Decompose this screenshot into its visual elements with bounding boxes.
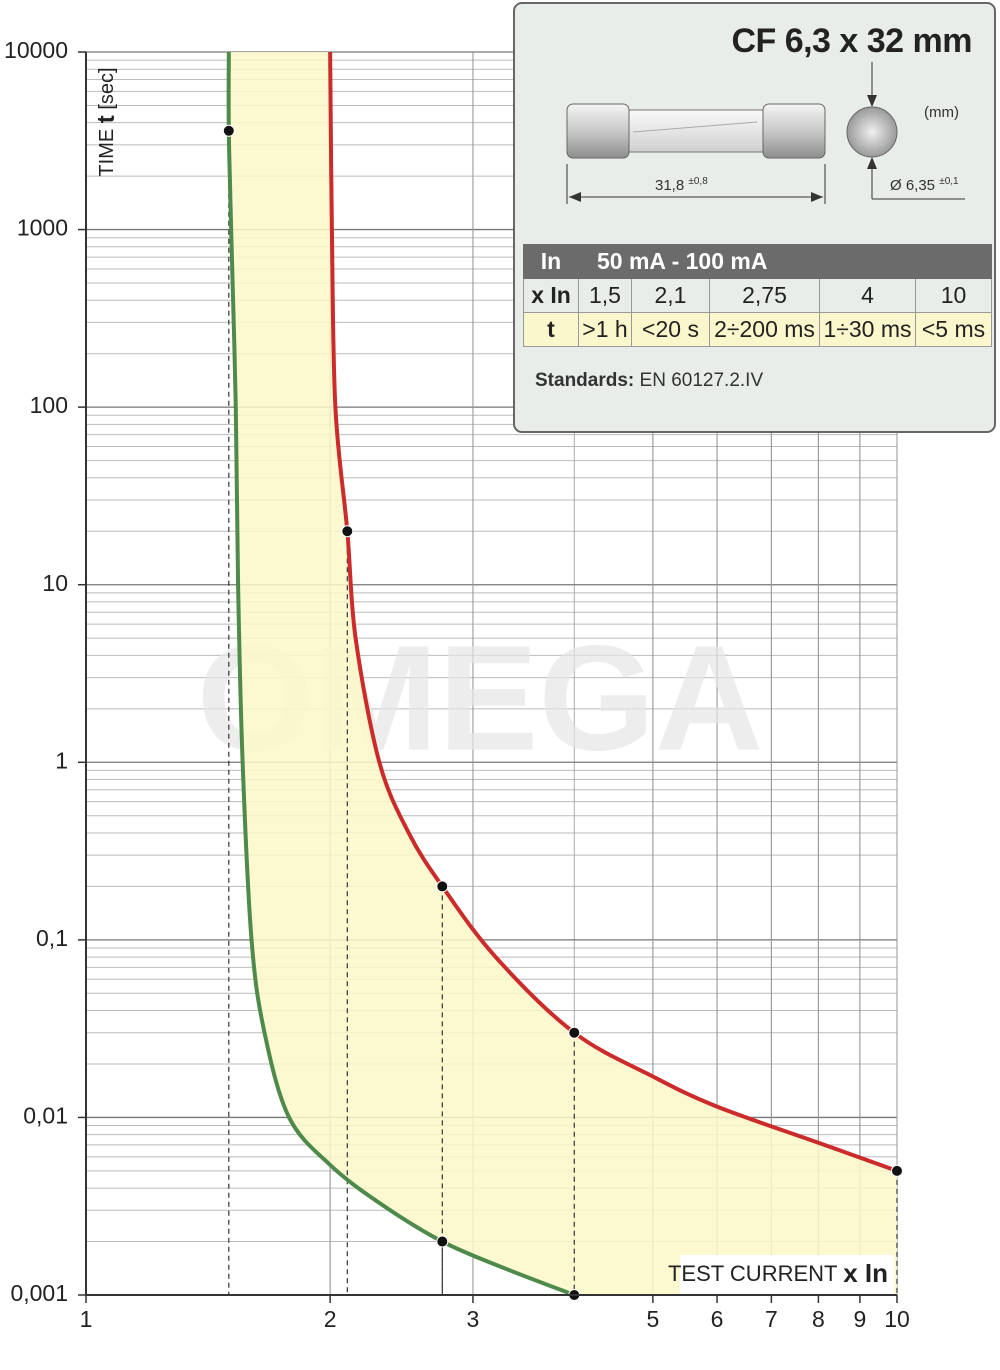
y-tick-label: 1 [55, 747, 68, 773]
length-tol: ±0,8 [688, 176, 708, 187]
cell: 2,75 [709, 278, 820, 313]
cell: 10 [915, 278, 992, 313]
table-header: In 50 mA - 100 mA [523, 244, 992, 279]
y-axis-label: TIME t [sec] [93, 67, 120, 176]
marker [222, 124, 235, 137]
curve [226, 51, 575, 1297]
x-tick-label: 1 [80, 1306, 93, 1332]
cell: x In [523, 278, 579, 313]
y-label-symbol: t [93, 115, 120, 123]
band-fill [228, 52, 897, 1295]
x-tick-label: 8 [812, 1306, 825, 1332]
cell: 4 [819, 278, 916, 313]
curve [328, 51, 898, 1173]
cell: 2÷200 ms [709, 312, 820, 347]
length-label: 31,8 ±0,8 [655, 176, 708, 194]
x-axis-label: TEST CURRENT x In [668, 1258, 888, 1288]
cell: 1÷30 ms [819, 312, 916, 347]
x-tick-label: 7 [765, 1306, 778, 1332]
x-tick-label: 2 [324, 1306, 337, 1332]
standards: Standards: EN 60127.2.IV [535, 370, 763, 392]
info-box: CF 6,3 x 32 mm (mm) 31,8 ±0,8 Ø 6,35 ±0,… [513, 2, 996, 433]
y-tick-label: 0,01 [23, 1103, 68, 1129]
marker [436, 1235, 449, 1248]
y-tick-label: 100 [30, 392, 68, 418]
y-tick-label: 1000 [17, 215, 68, 241]
standards-label: Standards: [535, 370, 635, 391]
diameter: Ø 6,35 [890, 177, 936, 194]
cell: <5 ms [915, 312, 992, 347]
x-tick-label: 9 [853, 1306, 866, 1332]
y-tick-label: 0,1 [36, 925, 68, 951]
table-row: t >1 h <20 s 2÷200 ms 1÷30 ms <5 ms [523, 312, 992, 347]
unit-label: (mm) [924, 104, 959, 121]
x-tick-label: 10 [884, 1306, 910, 1332]
x-label-box [680, 1255, 894, 1294]
y-tick-label: 0,001 [10, 1280, 68, 1306]
fuse-drawing [566, 62, 965, 204]
diameter-tol: ±0,1 [939, 176, 959, 187]
cell: >1 h [578, 312, 632, 347]
y-tick-label: 10000 [4, 37, 68, 63]
length: 31,8 [655, 177, 685, 194]
plot [85, 51, 903, 1301]
marker [436, 880, 449, 893]
marker [891, 1164, 903, 1177]
y-label-prefix: TIME [96, 129, 118, 177]
x-tick-label: 6 [711, 1306, 724, 1332]
diameter-label: Ø 6,35 ±0,1 [890, 176, 959, 194]
x-label-symbol: x In [843, 1258, 888, 1288]
cell: t [523, 312, 579, 347]
x-label-text: TEST CURRENT [668, 1261, 837, 1286]
cell: 2,1 [631, 278, 710, 313]
marker [341, 525, 354, 538]
info-title: CF 6,3 x 32 mm [731, 22, 972, 60]
y-tick-label: 10 [42, 570, 68, 596]
marker [568, 1026, 581, 1039]
standards-value: EN 60127.2.IV [639, 370, 764, 391]
y-label-unit: [sec] [96, 67, 118, 109]
cell: 1,5 [578, 278, 632, 313]
x-tick-label: 3 [467, 1306, 480, 1332]
header-cell: 50 mA - 100 mA [578, 244, 992, 279]
spec-table: In 50 mA - 100 mA x In 1,5 2,1 2,75 4 10… [523, 244, 992, 347]
cell: <20 s [631, 312, 710, 347]
x-tick-label: 5 [646, 1306, 659, 1332]
header-cell: In [523, 244, 579, 279]
table-row: x In 1,5 2,1 2,75 4 10 [523, 278, 992, 313]
